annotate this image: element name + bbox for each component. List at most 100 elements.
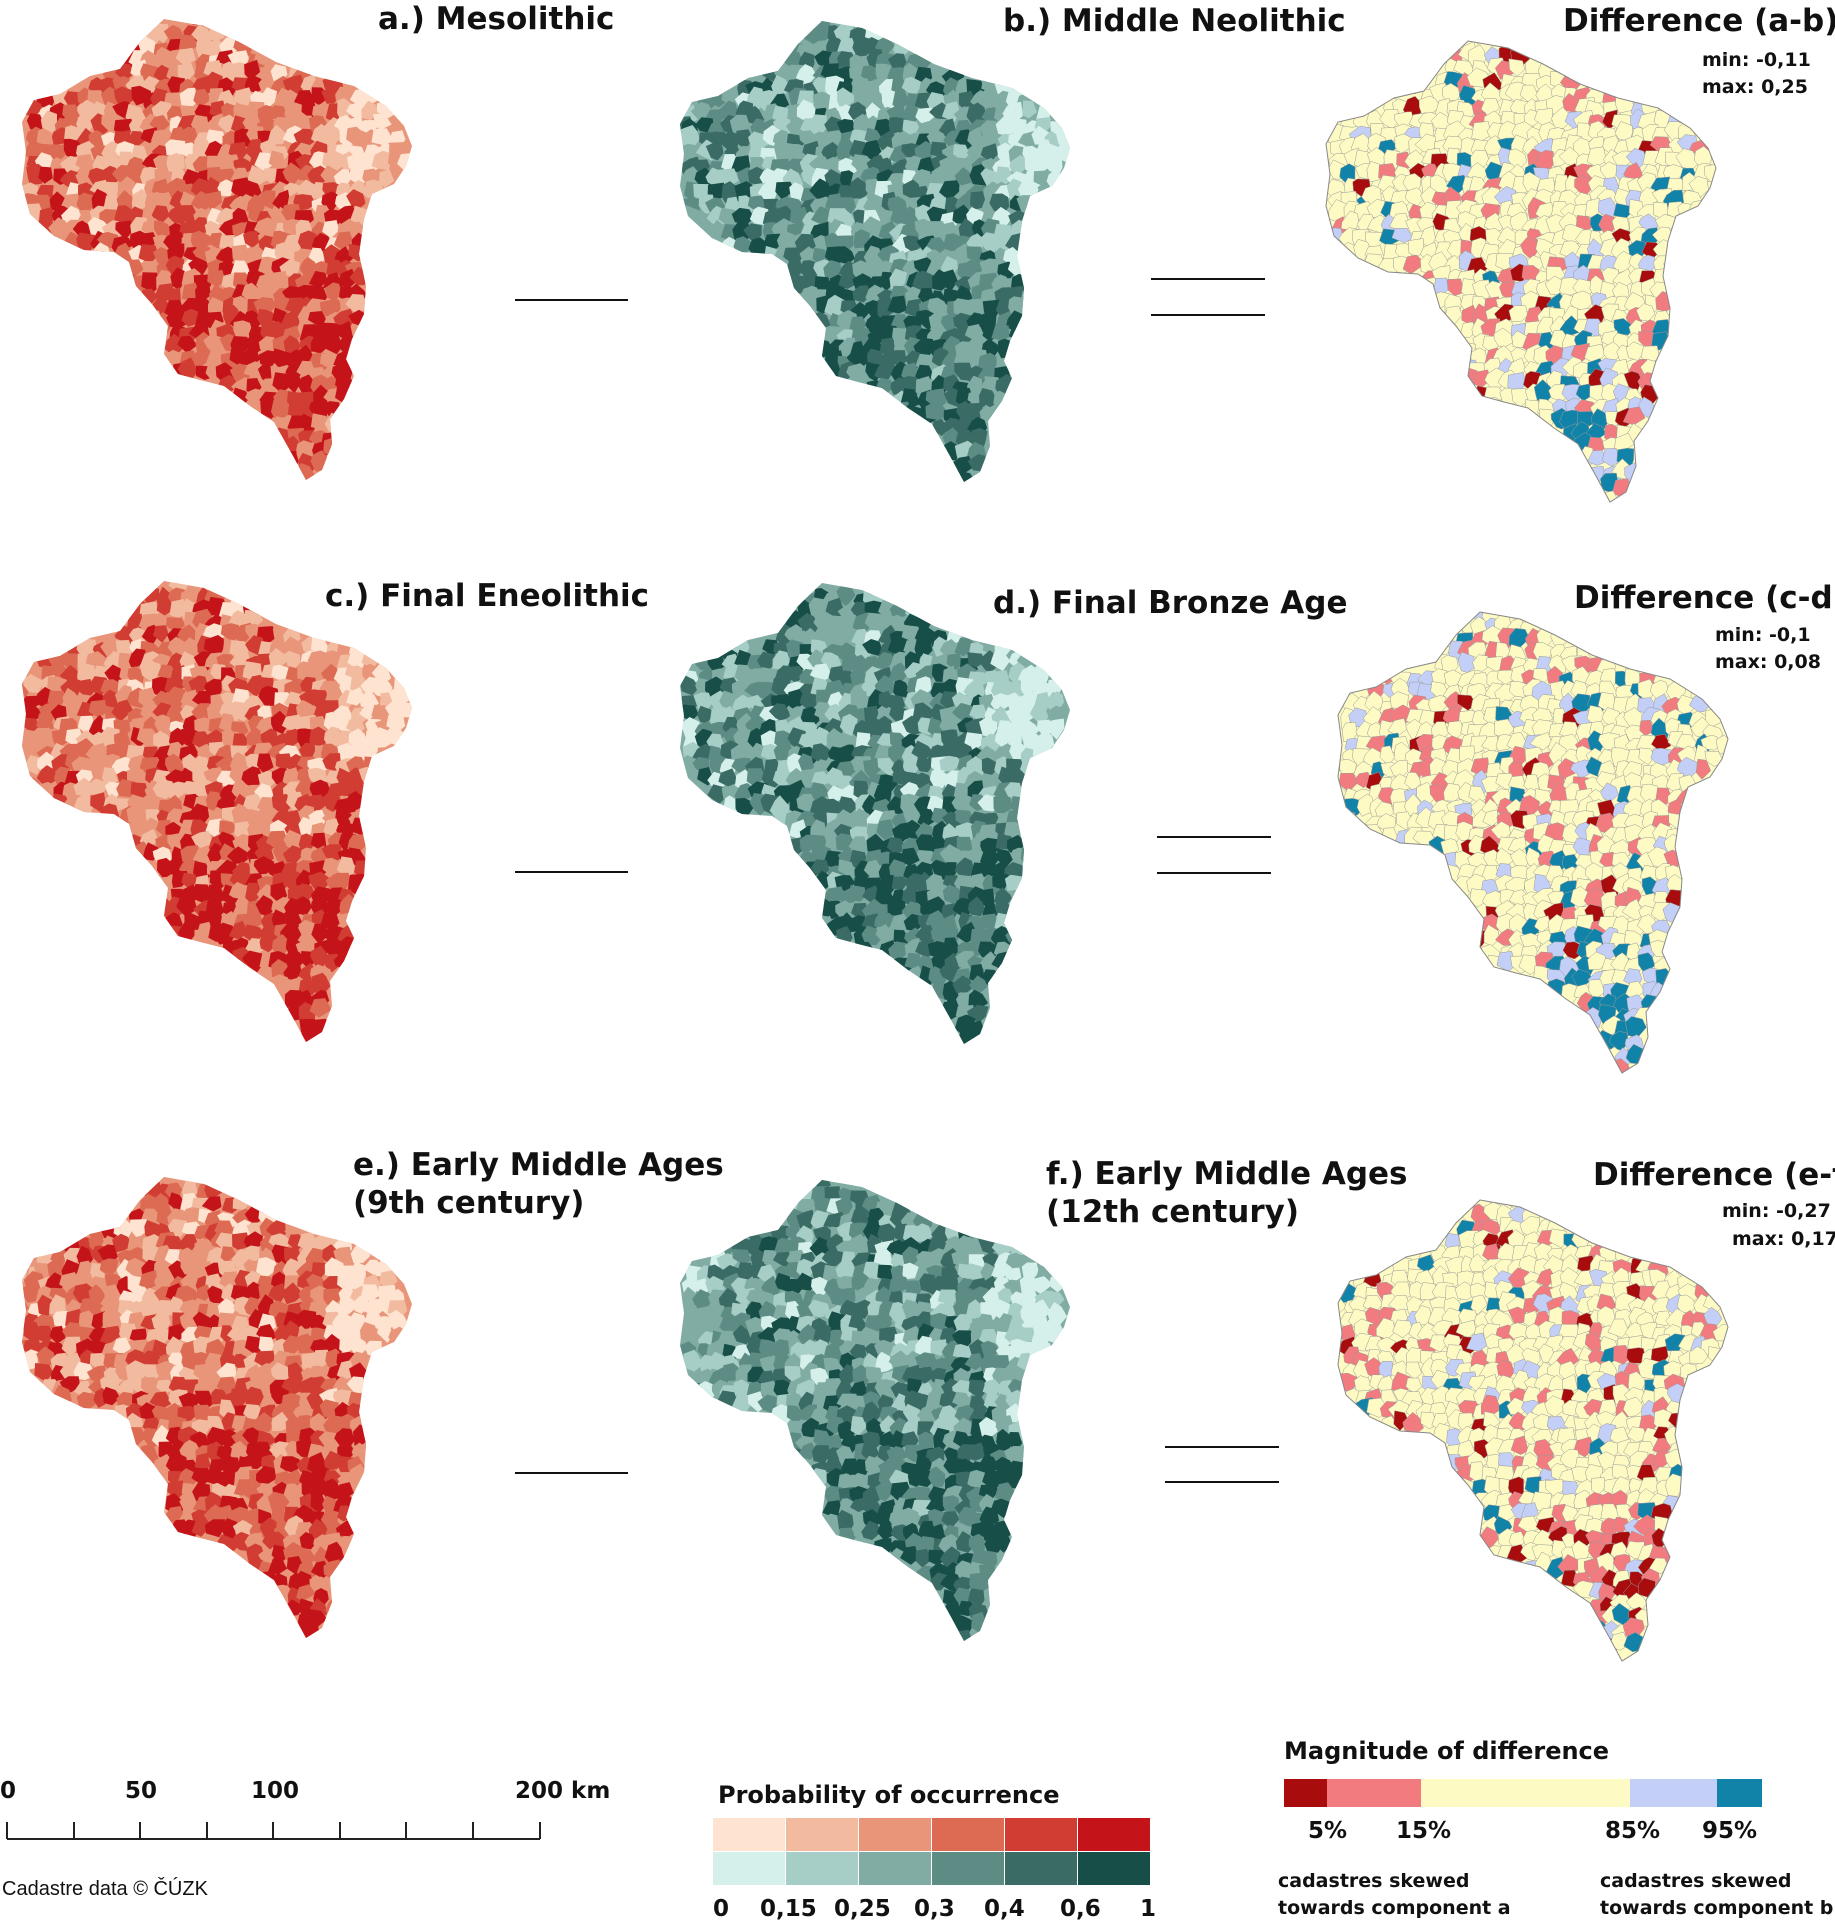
cadastre-cell <box>334 1428 355 1449</box>
cadastre-cell <box>89 26 109 46</box>
cadastre-cell <box>914 625 936 645</box>
cadastre-cell <box>1060 654 1070 674</box>
cadastre-cell <box>243 1231 263 1251</box>
cadastre-cell <box>193 88 212 108</box>
cadastre-cell <box>1535 149 1554 170</box>
cadastre-cell <box>165 753 184 774</box>
cadastre-cell <box>174 1560 196 1578</box>
cadastre-cell <box>1009 118 1027 137</box>
cadastre-cell <box>996 429 1016 447</box>
cadastre-cell <box>127 613 143 632</box>
cadastre-cell <box>1416 642 1435 663</box>
cadastre-cell <box>887 295 908 314</box>
cadastre-cell <box>322 1311 340 1330</box>
cadastre-cell <box>63 598 81 620</box>
equals-sign-top-row2 <box>1157 836 1271 838</box>
cadastre-cell <box>255 1412 274 1432</box>
cadastre-cell <box>143 874 163 894</box>
cadastre-cell <box>104 1482 124 1503</box>
cadastre-cell <box>1508 1008 1531 1027</box>
cadastre-cell <box>228 920 249 940</box>
cadastre-cell <box>706 298 728 317</box>
cadastre-cell <box>680 675 700 696</box>
cadastre-cell <box>154 167 174 185</box>
cadastre-cell <box>824 1039 846 1044</box>
cadastre-cell <box>192 156 212 173</box>
cadastre-cell <box>138 244 159 264</box>
cadastre-cell <box>104 1284 122 1305</box>
cadastre-cell <box>191 830 214 849</box>
cadastre-cell <box>1405 328 1427 350</box>
cadastre-cell <box>417 1353 435 1373</box>
cadastre-cell <box>38 166 53 184</box>
cadastre-cell <box>60 1207 81 1229</box>
cadastre-cell <box>1042 1032 1062 1044</box>
cadastre-cell <box>22 1403 29 1424</box>
cadastre-cell <box>697 705 713 724</box>
cadastre-cell <box>233 103 251 120</box>
cadastre-cell <box>1689 981 1710 997</box>
cadastre-cell <box>296 699 316 720</box>
cadastre-cell <box>310 945 330 968</box>
cadastre-cell <box>1059 203 1070 224</box>
cadastre-cell <box>1454 436 1477 458</box>
cadastre-cell <box>34 19 57 28</box>
cadastre-cell <box>902 235 922 253</box>
cadastre-cell <box>192 19 212 27</box>
cadastre-cell <box>929 768 948 789</box>
cadastre-cell <box>1023 1006 1040 1026</box>
cadastre-cell <box>416 1000 432 1020</box>
cadastre-cell <box>697 244 716 264</box>
cadastre-cell <box>257 477 277 480</box>
cadastre-cell <box>256 1465 277 1484</box>
cadastre-cell <box>708 38 727 58</box>
cadastre-cell <box>912 442 936 462</box>
cadastre-cell <box>76 955 94 974</box>
cadastre-cell <box>1509 423 1532 445</box>
cadastre-cell <box>1086 130 1108 149</box>
cadastre-cell <box>1042 152 1063 176</box>
cadastre-cell <box>1008 325 1029 342</box>
cadastre-cell <box>846 347 869 368</box>
cadastre-cell <box>453 975 470 994</box>
cadastre-cell <box>904 952 923 969</box>
cadastre-cell <box>825 615 843 634</box>
cadastre-cell <box>893 443 913 458</box>
cadastre-cell <box>796 99 817 121</box>
cadastre-cell <box>848 885 867 902</box>
cadastre-cell <box>1733 46 1750 65</box>
cadastre-cell <box>455 340 472 357</box>
cadastre-cell <box>323 1288 343 1307</box>
cadastre-cell <box>23 34 41 52</box>
cadastre-cells <box>22 1177 435 1638</box>
cadastre-cell <box>1783 973 1790 989</box>
cadastre-cell <box>363 1625 383 1638</box>
cadastre-cell <box>336 1360 356 1380</box>
cadastre-cell <box>154 220 171 238</box>
cadastre-cell <box>322 898 346 915</box>
cadastre-cell <box>99 50 119 67</box>
cadastre-cell <box>40 1232 59 1251</box>
cadastre-cell <box>1729 849 1746 869</box>
cadastre-cell <box>298 919 316 940</box>
cadastre-cell <box>165 1623 182 1638</box>
cadastre-cell <box>980 143 998 163</box>
cadastre-cell <box>770 937 791 955</box>
cadastre-cell <box>280 1456 301 1473</box>
cadastre-cell <box>1757 175 1775 193</box>
cadastre-cell <box>364 1483 382 1500</box>
cadastre-cell <box>268 1441 292 1461</box>
cadastre-cell <box>1719 1057 1728 1073</box>
cadastre-cell <box>101 141 122 161</box>
cadastre-cell <box>244 1245 260 1262</box>
map-final-bronze-age <box>680 583 1070 1044</box>
cadastre-cell <box>889 859 908 879</box>
cadastre-cell <box>876 130 897 151</box>
cadastre-cell <box>1006 598 1028 620</box>
cadastre-cell <box>311 972 331 996</box>
cadastre-cell <box>271 1411 290 1432</box>
cadastre-cell <box>131 188 149 210</box>
cadastre-cell <box>388 1377 407 1396</box>
cadastre-cell <box>969 975 988 995</box>
cadastre-cell <box>414 261 434 279</box>
